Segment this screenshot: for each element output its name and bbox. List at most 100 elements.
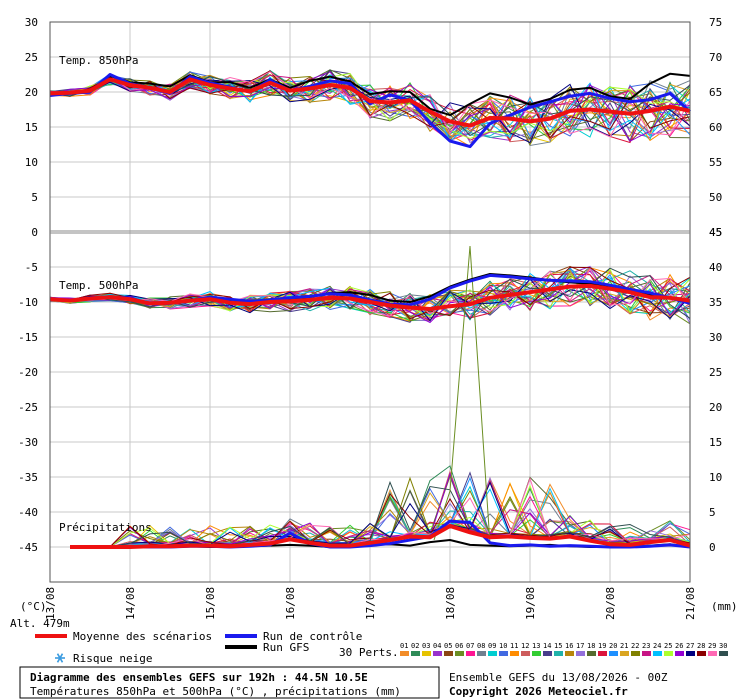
pert-number-label: 10	[499, 642, 507, 650]
pert-color-swatch	[444, 651, 453, 656]
pert-number-label: 28	[697, 642, 705, 650]
left-tick-label: -15	[18, 331, 38, 344]
right-tick-label: 25	[709, 366, 722, 379]
pert-number-label: 30	[719, 642, 727, 650]
left-tick-label: -10	[18, 296, 38, 309]
pert-color-swatch	[620, 651, 629, 656]
pert-number-label: 24	[653, 642, 661, 650]
pert-color-swatch	[411, 651, 420, 656]
pert-color-swatch	[543, 651, 552, 656]
pert-number-label: 26	[675, 642, 683, 650]
right-tick-label: 45	[709, 226, 722, 239]
mean-line-precip	[70, 524, 691, 549]
pert-number-label: 21	[620, 642, 628, 650]
right-tick-label: 60	[709, 121, 722, 134]
date-tick-label: 21/08	[684, 587, 697, 620]
date-tick-label: 17/08	[364, 587, 377, 620]
pert-number-label: 05	[444, 642, 452, 650]
pert-number-label: 04	[433, 642, 441, 650]
pert-color-swatch	[719, 651, 728, 656]
chart-title: Diagramme des ensembles GEFS sur 192h : …	[30, 671, 368, 684]
panel-label-t500: Temp. 500hPa	[59, 279, 138, 292]
legend-gfs-label: Run GFS	[263, 641, 309, 654]
pert-number-label: 25	[664, 642, 672, 650]
perturbation-line-precip	[70, 480, 691, 548]
plot-frame	[49, 21, 691, 583]
mean-line-t500	[49, 283, 691, 311]
right-tick-label: 35	[709, 296, 722, 309]
pert-color-swatch	[598, 651, 607, 656]
chart-axes: 302520151050-5-10-15-20-25-30-35-40-4575…	[18, 16, 722, 620]
left-tick-label: -45	[18, 541, 38, 554]
right-tick-label: 70	[709, 51, 722, 64]
perturbation-line-precip	[70, 474, 691, 548]
pert-color-swatch	[455, 651, 464, 656]
pert-color-swatch	[697, 651, 706, 656]
pert-number-label: 03	[422, 642, 430, 650]
left-tick-label: 0	[31, 226, 38, 239]
pert-number-label: 08	[477, 642, 485, 650]
right-tick-label: 75	[709, 16, 722, 29]
perturbation-legend: 01 02 03 04 05 06 07 08 09 10 11 12 13 14 15 16 17 18 19 20…	[400, 642, 728, 656]
date-tick-label: 15/08	[204, 587, 217, 620]
pert-color-swatch	[664, 651, 673, 656]
pert-color-swatch	[686, 651, 695, 656]
left-tick-label: -35	[18, 471, 38, 484]
panel-label-t850: Temp. 850hPa	[59, 54, 138, 67]
pert-number-label: 01	[400, 642, 408, 650]
left-tick-label: -20	[18, 366, 38, 379]
pert-number-label: 02	[411, 642, 419, 650]
pert-number-label: 19	[598, 642, 606, 650]
left-tick-label: 15	[25, 121, 38, 134]
gfs-line-t850	[49, 72, 691, 117]
pert-number-label: 14	[543, 642, 551, 650]
pert-number-label: 18	[587, 642, 595, 650]
left-tick-label: 10	[25, 156, 38, 169]
perturbation-line-precip	[70, 476, 691, 548]
pert-number-label: 09	[488, 642, 496, 650]
date-tick-label: 13/08	[44, 587, 57, 620]
right-tick-label: 30	[709, 331, 722, 344]
pert-color-swatch	[576, 651, 585, 656]
pert-color-swatch	[400, 651, 409, 656]
right-tick-label: 0	[709, 541, 716, 554]
pert-number-label: 16	[565, 642, 573, 650]
right-tick-label: 50	[709, 191, 722, 204]
right-tick-label: 40	[709, 261, 722, 274]
pert-color-swatch	[532, 651, 541, 656]
pert-number-label: 17	[576, 642, 584, 650]
snowflake-icon	[55, 653, 65, 663]
pert-number-label: 15	[554, 642, 562, 650]
pert-number-label: 23	[642, 642, 650, 650]
right-unit-label: (mm)	[711, 600, 738, 613]
date-tick-label: 20/08	[604, 587, 617, 620]
pert-color-swatch	[433, 651, 442, 656]
perts-label: 30 Perts.	[339, 646, 399, 659]
right-tick-label: 20	[709, 401, 722, 414]
legend-snow-label: Risque neige	[73, 652, 152, 665]
left-tick-label: -5	[25, 261, 38, 274]
right-tick-label: 55	[709, 156, 722, 169]
right-tick-label: 10	[709, 471, 722, 484]
pert-color-swatch	[609, 651, 618, 656]
pert-color-swatch	[631, 651, 640, 656]
pert-color-swatch	[499, 651, 508, 656]
right-tick-label: 5	[709, 506, 716, 519]
perturbation-line-t500	[49, 268, 691, 317]
run-info: Ensemble GEFS du 13/08/2026 - 00Z	[449, 671, 668, 684]
altitude-label: Alt. 479m	[10, 617, 70, 630]
legend-control-label: Run de contrôle	[263, 630, 362, 643]
pert-number-label: 22	[631, 642, 639, 650]
pert-color-swatch	[521, 651, 530, 656]
pert-number-label: 12	[521, 642, 529, 650]
left-unit-label: (°C)	[20, 600, 47, 613]
main-series-lines	[49, 72, 692, 549]
left-tick-label: 20	[25, 86, 38, 99]
pert-color-swatch	[477, 651, 486, 656]
pert-color-swatch	[466, 651, 475, 656]
pert-color-swatch	[708, 651, 717, 656]
pert-color-swatch	[422, 651, 431, 656]
left-tick-label: 30	[25, 16, 38, 29]
pert-color-swatch	[675, 651, 684, 656]
